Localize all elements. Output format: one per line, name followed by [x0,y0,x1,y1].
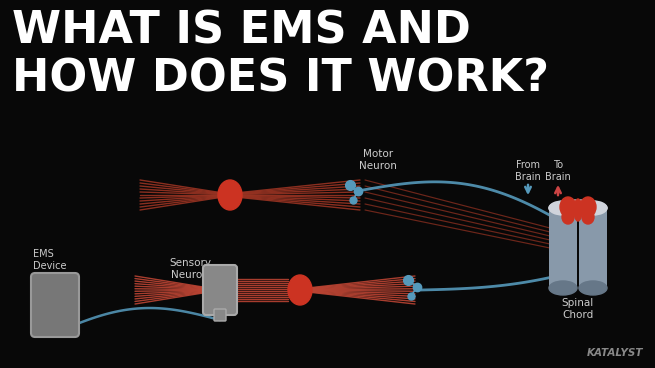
Ellipse shape [549,281,577,295]
Ellipse shape [549,200,607,216]
Ellipse shape [218,180,242,210]
Ellipse shape [580,197,596,217]
Ellipse shape [579,281,607,295]
Ellipse shape [560,197,576,217]
Ellipse shape [580,202,606,214]
Text: EMS
Device: EMS Device [33,249,67,271]
Text: From
Brain: From Brain [515,160,541,183]
Text: Spinal
Chord: Spinal Chord [562,298,594,321]
FancyBboxPatch shape [214,309,226,321]
FancyBboxPatch shape [549,208,577,288]
Text: Motor
Neuron: Motor Neuron [359,149,397,171]
Ellipse shape [288,275,312,305]
Text: Sensory
Neuron: Sensory Neuron [169,258,211,280]
Ellipse shape [579,201,607,215]
Ellipse shape [549,201,577,215]
Ellipse shape [562,210,574,224]
Text: To
Brain: To Brain [545,160,571,183]
Text: KATALYST: KATALYST [586,348,643,358]
Text: WHAT IS EMS AND: WHAT IS EMS AND [12,10,471,53]
FancyBboxPatch shape [579,208,607,288]
FancyBboxPatch shape [203,265,237,315]
Ellipse shape [550,202,576,214]
FancyBboxPatch shape [31,273,79,337]
Ellipse shape [582,210,594,224]
Ellipse shape [574,199,582,221]
Text: HOW DOES IT WORK?: HOW DOES IT WORK? [12,58,549,101]
